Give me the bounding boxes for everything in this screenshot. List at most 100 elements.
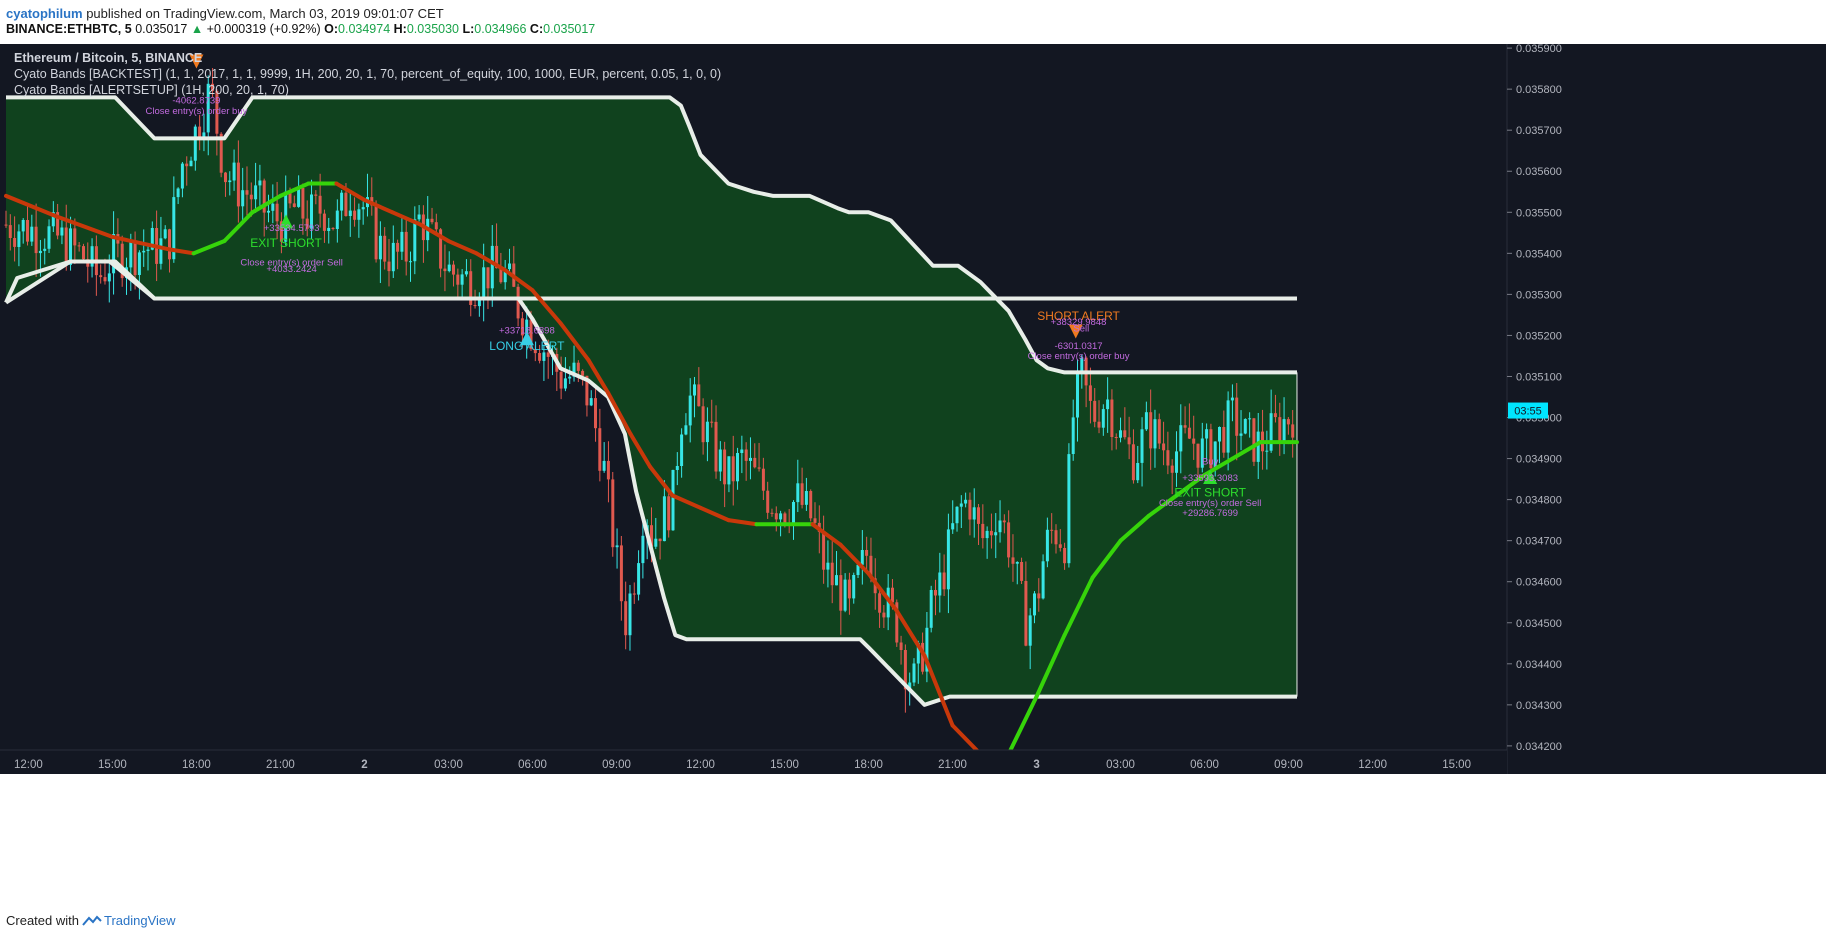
symbol-label: BINANCE:ETHBTC, 5: [6, 22, 132, 36]
candle-body: [456, 274, 460, 285]
moving-average-segment: [586, 358, 611, 395]
legend-alertsetup: Cyato Bands [ALERTSETUP] (1H, 200, 20, 1…: [14, 83, 289, 97]
candle-body: [783, 513, 787, 524]
tradingview-link[interactable]: TradingView: [103, 913, 176, 928]
candle-body: [1033, 593, 1036, 616]
candle-body: [460, 274, 464, 285]
moving-average-segment: [866, 571, 899, 613]
moving-average-segment: [250, 193, 283, 215]
candle-body: [271, 203, 275, 211]
candle-body: [1067, 454, 1071, 564]
moving-average-segment: [1006, 694, 1039, 757]
candle-body: [486, 267, 490, 289]
candle-body: [951, 523, 955, 530]
time-tick-label: 06:00: [518, 759, 547, 771]
candle-body: [520, 318, 524, 336]
price-axis-panel: [1507, 44, 1826, 900]
candle-body: [912, 663, 916, 683]
candle-body: [503, 269, 507, 283]
candle-body: [994, 532, 998, 536]
candle-body: [1252, 418, 1256, 462]
moving-average-segment: [54, 214, 115, 239]
publisher-username[interactable]: cyatophilum: [6, 6, 83, 21]
candle-body: [172, 197, 176, 260]
annotation-label: EXIT SHORT: [250, 236, 322, 250]
candle-body: [38, 250, 42, 254]
candle-body: [774, 513, 778, 520]
candle-body: [1007, 522, 1011, 558]
chart-legend: Ethereum / Bitcoin, 5, BINANCE Cyato Ban…: [14, 51, 721, 97]
candle-body: [946, 529, 950, 590]
candle-body: [779, 513, 783, 520]
candle-body: [891, 587, 894, 603]
candle-body: [1127, 437, 1131, 445]
candle-body: [133, 240, 137, 276]
candle-body: [628, 593, 632, 636]
price-tick-label: 0.035600: [1516, 166, 1562, 178]
candle-body: [180, 163, 184, 189]
candle-body: [232, 162, 236, 181]
candle-body: [137, 252, 141, 275]
candle-body: [770, 512, 774, 514]
candle-body: [258, 180, 262, 186]
candle-body: [1157, 419, 1161, 444]
candle-body: [387, 261, 391, 272]
candle-body: [490, 245, 494, 289]
candle-body: [1063, 548, 1067, 564]
candle-body: [714, 421, 718, 472]
price-tick-label: 0.034200: [1516, 741, 1562, 753]
candle-body: [404, 231, 408, 262]
annotation-label: LONG ALERT: [489, 339, 565, 353]
candle-body: [757, 467, 761, 469]
moving-average-segment: [1034, 633, 1067, 699]
price-chart[interactable]: EXIT SHORT +33534.5793 Close entry(s) orde…: [0, 44, 1826, 900]
candle-body: [434, 222, 438, 230]
candle-body: [112, 234, 116, 274]
candle-body: [142, 250, 146, 253]
candle-body: [327, 227, 331, 231]
time-tick-label: 12:00: [1358, 759, 1387, 771]
candle-body: [1196, 443, 1200, 468]
time-tick-label: 18:00: [854, 759, 883, 771]
candle-body: [865, 550, 869, 556]
moving-average-segment: [922, 653, 955, 728]
candle-body: [1226, 400, 1230, 453]
moving-average-segment: [726, 518, 759, 527]
annotation-label: +4033.2424: [266, 264, 316, 275]
candle-body: [335, 210, 339, 229]
time-tick-label: 21:00: [266, 759, 295, 771]
candle-body: [1024, 581, 1028, 646]
moving-average-segment: [474, 251, 507, 272]
candle-body: [921, 642, 925, 672]
candle-body: [378, 235, 382, 260]
candle-body: [1020, 562, 1024, 581]
candle-body: [525, 319, 529, 336]
candle-body: [1273, 413, 1277, 418]
candle-body: [533, 349, 537, 354]
candle-body: [1278, 417, 1282, 443]
candle-body: [977, 507, 980, 524]
moving-average-segment: [606, 390, 633, 436]
candle-body: [1011, 557, 1015, 564]
candle-body: [985, 530, 989, 539]
candle-body: [163, 229, 167, 239]
high-value: 0.035030: [406, 22, 459, 36]
candle-body: [766, 490, 770, 513]
candle-body: [340, 192, 344, 211]
band-top-line: [6, 95, 1297, 375]
candle-body: [241, 190, 245, 207]
candle-body: [1235, 397, 1239, 436]
candle-body: [697, 384, 701, 407]
candle-body: [581, 370, 585, 376]
candle-body: [1192, 438, 1196, 444]
candle-body: [314, 194, 318, 196]
price-tick-label: 0.035200: [1516, 330, 1562, 342]
candle-body: [761, 468, 765, 491]
candle-body: [198, 126, 202, 140]
candle-body: [1200, 438, 1204, 468]
candle-body: [882, 612, 886, 618]
candle-body: [684, 425, 688, 435]
moving-average-segment: [222, 210, 255, 244]
candle-body: [1015, 562, 1019, 564]
candle-body: [895, 602, 899, 643]
